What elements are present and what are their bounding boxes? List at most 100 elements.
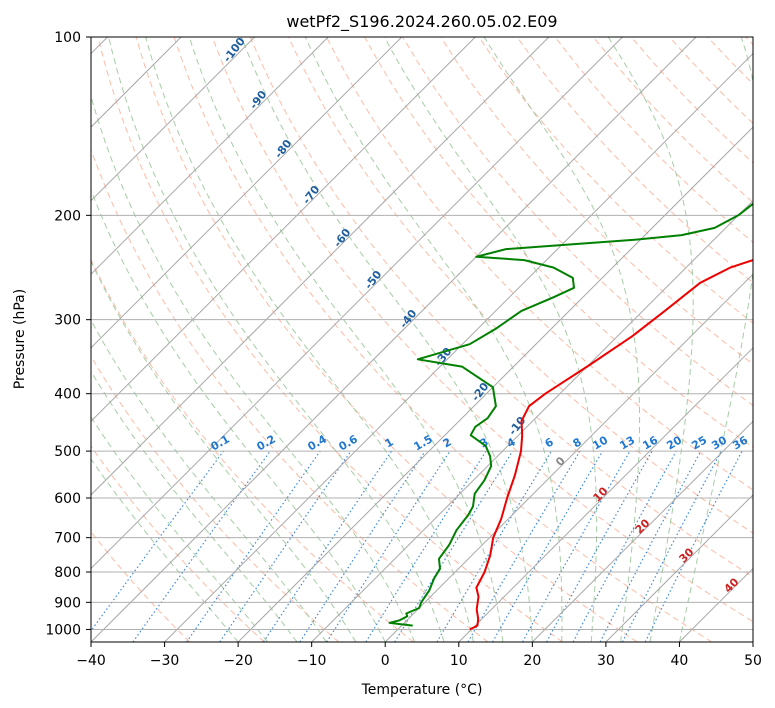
dry-adiabat-label: -100 (221, 35, 248, 65)
mixing-ratio-label: 13 (617, 434, 637, 453)
temperature-profile (469, 259, 753, 631)
x-tick-label: −20 (223, 653, 253, 669)
y-tick-label: 400 (54, 387, 81, 403)
isotherm (91, 37, 550, 496)
x-tick-label: 0 (381, 653, 390, 669)
moist-adiabat (91, 188, 386, 642)
moist-adiabat (91, 458, 239, 642)
isotherm (679, 567, 753, 642)
dry-adiabat (91, 148, 489, 642)
mixing-ratio-label: 6 (543, 435, 556, 450)
moist-adiabat (483, 37, 641, 642)
dry-adiabat (516, 37, 753, 284)
mixing-ratio-label: 0.2 (255, 432, 278, 453)
dry-adiabat (211, 37, 753, 623)
isoline-labels: -100-90-80-70-60-50-40-30-20-100.1 0.2 0.4… (209, 35, 751, 596)
isotherm (531, 420, 753, 642)
mixing-ratio-line (521, 450, 631, 642)
y-tick-label: 900 (54, 595, 81, 611)
mixing-ratio-line (644, 450, 743, 642)
x-tick-label: −40 (76, 653, 106, 669)
isotherm (384, 273, 753, 642)
mixing-ratio-label: 8 (571, 435, 584, 450)
axis-ticks: −40 −30 −20 −10 0 10 20 30 40 5010020030040050060… (45, 30, 762, 669)
moist-adiabat (678, 37, 753, 642)
isotherm (311, 199, 753, 642)
chart-title: wetPf2_S196.2024.260.05.02.E09 (286, 12, 557, 32)
y-tick-label: 200 (54, 208, 81, 224)
dry-adiabat (173, 37, 713, 642)
mixing-ratio-label: 25 (689, 434, 709, 453)
isotherm (91, 37, 697, 642)
dry-adiabat (249, 37, 753, 578)
y-tick-label: 500 (54, 444, 81, 460)
mixing-ratio-label: 0.1 (209, 432, 232, 453)
mixing-ratio-label: 1.5 (412, 432, 435, 453)
mixing-ratio-line (546, 450, 653, 642)
y-tick-label: 300 (54, 313, 81, 329)
mixing-ratio-line (219, 450, 352, 642)
dry-adiabat-label: -90 (247, 88, 270, 112)
dry-adiabat (97, 37, 563, 642)
moist-adiabat (188, 37, 504, 642)
y-tick-label: 1000 (45, 622, 81, 638)
dry-adiabat (91, 355, 340, 642)
moist-adiabat-label: 20 (633, 516, 653, 536)
moist-adiabat (384, 37, 598, 642)
y-tick-label: 600 (54, 491, 81, 507)
moist-adiabat-label: 40 (722, 575, 742, 595)
mixing-ratio-label: 30 (709, 433, 729, 452)
dewpoint-profile (388, 202, 753, 627)
mixing-ratio-line (299, 450, 426, 642)
mixing-ratio-label: 36 (730, 433, 750, 452)
moist-adiabat (607, 37, 694, 642)
x-tick-label: 50 (744, 653, 762, 669)
dry-adiabat (707, 37, 753, 85)
isotherm (91, 37, 623, 570)
mixing-ratio-line (394, 450, 514, 642)
isotherm (752, 641, 753, 642)
isotherm (237, 126, 753, 642)
plot-frame (90, 36, 754, 643)
moist-adiabat (145, 37, 474, 642)
x-tick-label: 20 (523, 653, 541, 669)
moist-adiabat (304, 37, 563, 642)
dry-adiabat (91, 258, 414, 642)
mixing-ratio-line (572, 450, 677, 642)
dry-adiabat (326, 37, 753, 491)
mixing-ratio-line (186, 450, 321, 642)
isotherm (91, 37, 403, 349)
dry-adiabat (91, 531, 191, 642)
moist-adiabat (91, 260, 357, 642)
moist-adiabat-label: 30 (677, 545, 697, 565)
sounding-profiles (388, 202, 753, 631)
moist-adiabat (241, 37, 533, 642)
dry-adiabat (287, 37, 753, 534)
mixing-ratio-line (262, 450, 392, 642)
background-lines (91, 37, 753, 642)
isotherm (91, 37, 476, 423)
dry-adiabat-label: -60 (331, 226, 354, 250)
y-axis-label: Pressure (hPa) (12, 289, 28, 389)
moist-adiabat (91, 416, 268, 642)
mixing-ratio-line (365, 450, 487, 642)
y-tick-label: 800 (54, 565, 81, 581)
mixing-ratio-line (91, 450, 224, 632)
moist-adiabat-label: 10 (591, 484, 611, 504)
x-tick-label: 10 (450, 653, 468, 669)
dry-adiabat-label: -50 (362, 268, 385, 292)
isotherm (91, 37, 329, 275)
x-tick-label: 40 (671, 653, 689, 669)
mixing-ratio-label: 16 (640, 433, 660, 452)
dry-adiabat (745, 37, 753, 46)
dry-adiabat (91, 445, 265, 642)
isotherm (91, 37, 256, 202)
isotherm (458, 347, 753, 642)
mixing-ratio-label: 2 (441, 435, 454, 450)
moist-adiabat (91, 319, 327, 642)
mixing-ratio-line (132, 450, 271, 642)
isotherm (605, 494, 753, 642)
x-tick-label: −30 (150, 653, 180, 669)
x-tick-label: 30 (597, 653, 615, 669)
